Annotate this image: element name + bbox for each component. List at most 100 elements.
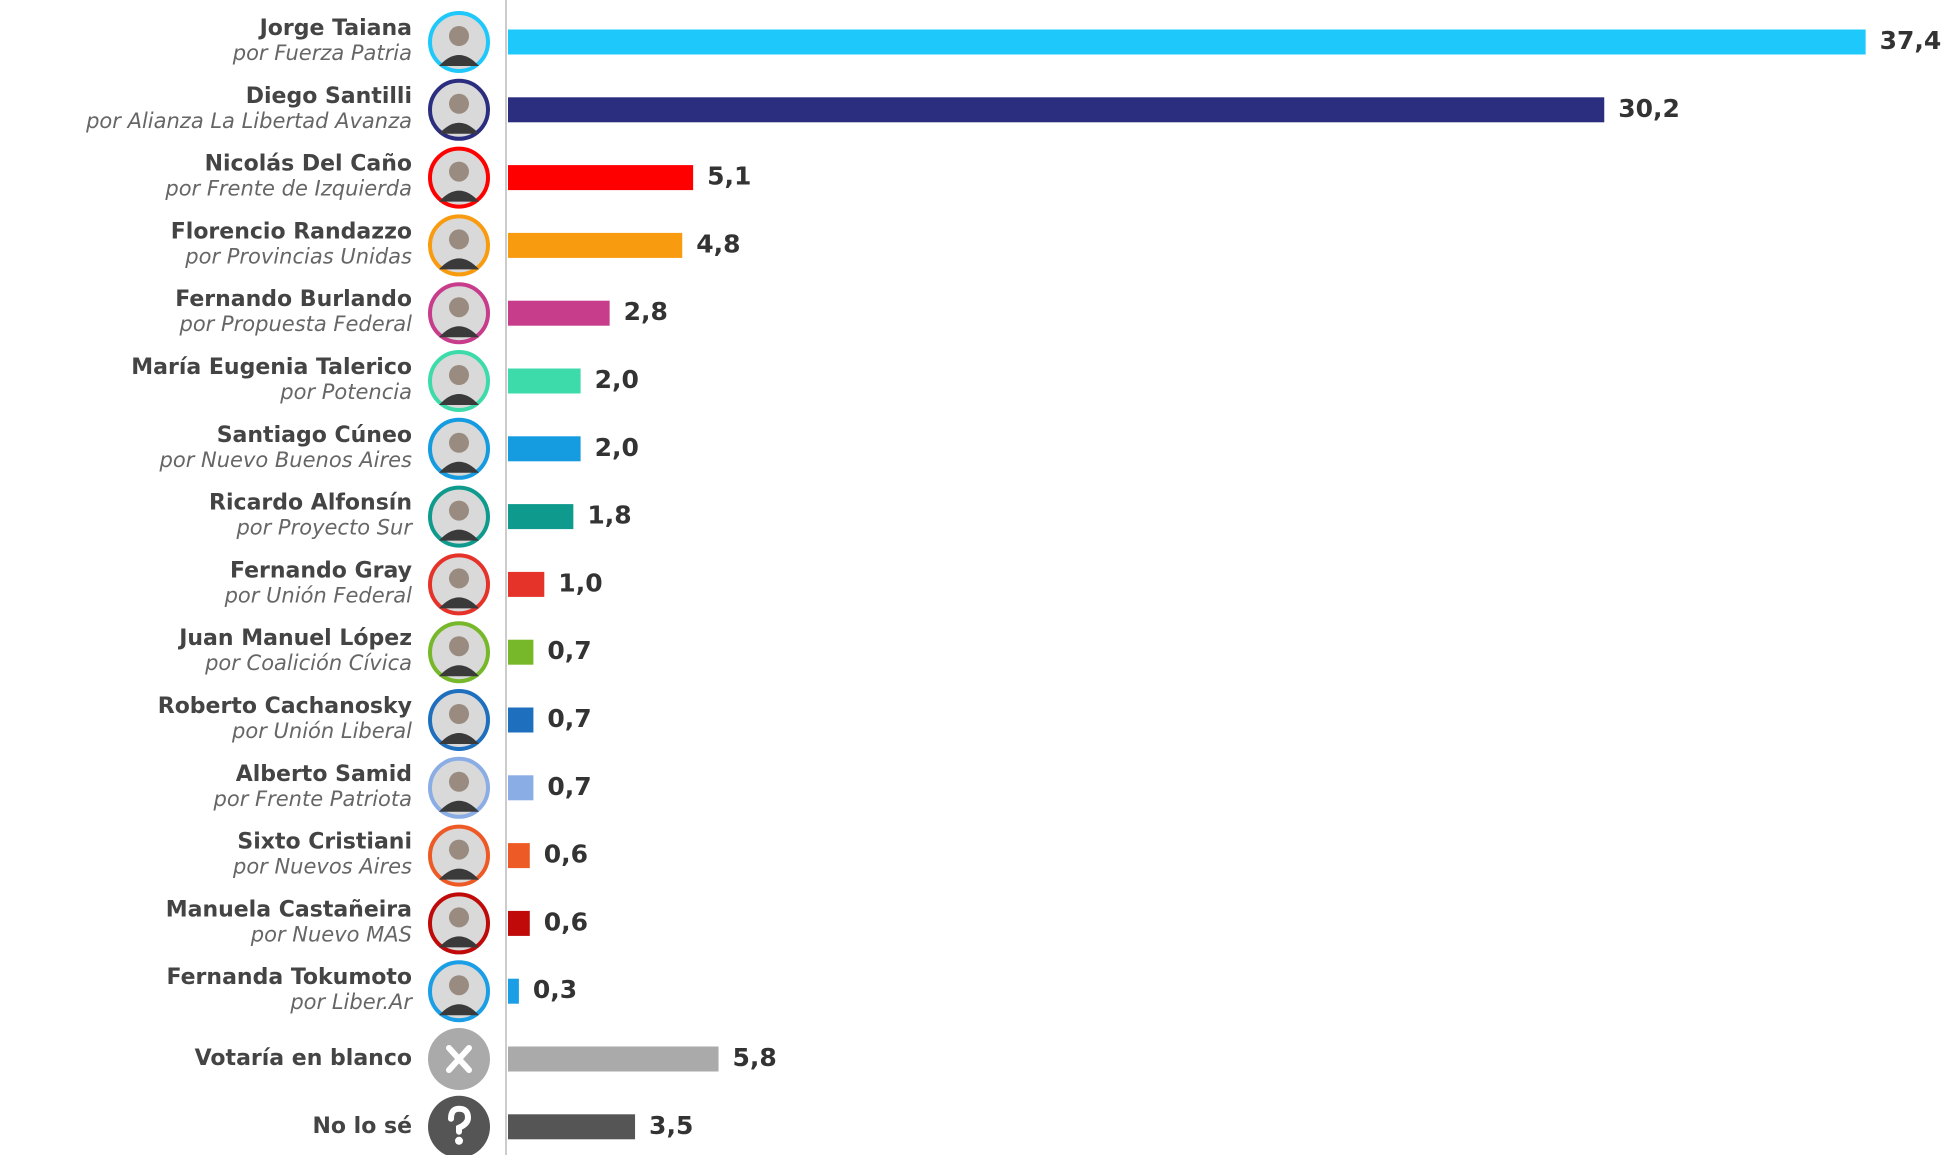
avatar-head: [449, 975, 469, 996]
value-label: 0,6: [544, 907, 588, 936]
party-name: por Nuevos Aires: [232, 855, 412, 879]
bar: [508, 571, 545, 597]
candidate-name: Sixto Cristiani: [237, 830, 412, 855]
avatar-body: [439, 597, 479, 609]
bar: [508, 300, 610, 326]
bar: [508, 368, 581, 394]
avatar-body: [439, 665, 479, 677]
value-label: 0,3: [533, 975, 577, 1004]
candidate-name: Jorge Taiana: [258, 16, 412, 41]
party-name: por Proyecto Sur: [235, 516, 413, 540]
candidate-name: Manuela Castañeira: [166, 897, 412, 922]
value-label: 2,0: [595, 365, 639, 394]
avatar-head: [449, 500, 469, 521]
bar: [508, 436, 581, 462]
avatar-body: [439, 529, 479, 541]
bar: [508, 639, 534, 665]
candidate-name: Diego Santilli: [246, 84, 412, 109]
icon-question-dot: [455, 1136, 463, 1145]
candidate-name: Florencio Randazzo: [171, 219, 412, 244]
value-label: 1,8: [587, 501, 631, 530]
candidate-name: Santiago Cúneo: [217, 423, 412, 448]
avatar-body: [439, 190, 479, 202]
bar: [508, 29, 1866, 55]
avatar-head: [449, 704, 469, 724]
avatar-head: [449, 432, 469, 453]
candidate-name: Nicolás Del Caño: [205, 152, 412, 177]
avatar-body: [439, 868, 479, 880]
party-name: por Liber.Ar: [289, 990, 413, 1014]
value-label: 1,0: [558, 568, 602, 597]
avatar-head: [449, 907, 469, 928]
avatar-head: [449, 636, 469, 657]
avatar-body: [439, 258, 479, 270]
value-label: 37,4: [1880, 26, 1942, 55]
value-label: 0,7: [547, 704, 591, 733]
value-label: 0,7: [547, 636, 591, 665]
avatar-body: [439, 461, 479, 473]
bar: [508, 775, 534, 801]
party-name: por Propuesta Federal: [179, 312, 413, 336]
avatar-head: [449, 365, 469, 385]
party-name: por Frente de Izquierda: [164, 177, 412, 201]
avatar-head: [449, 568, 469, 589]
party-name: por Potencia: [279, 380, 412, 404]
candidate-name: Juan Manuel López: [177, 626, 412, 651]
value-label: 30,2: [1618, 94, 1680, 123]
party-name: por Unión Federal: [224, 583, 413, 607]
bar: [508, 1046, 719, 1072]
value-label: 5,1: [707, 162, 751, 191]
avatar-head: [449, 161, 469, 182]
avatar-body: [439, 1004, 479, 1016]
candidate-name: Roberto Cachanosky: [158, 694, 412, 719]
avatar-head: [449, 93, 469, 114]
avatar-head: [449, 771, 469, 792]
candidate-name: No lo sé: [312, 1114, 412, 1139]
avatar-body: [439, 394, 479, 405]
bar: [508, 978, 519, 1004]
avatar-head: [449, 839, 469, 860]
party-name: por Nuevo Buenos Aires: [159, 448, 413, 472]
bar: [508, 504, 574, 530]
party-name: por Frente Patriota: [213, 787, 412, 811]
value-label: 5,8: [733, 1043, 777, 1072]
party-name: por Unión Liberal: [231, 719, 412, 743]
avatar-head: [449, 229, 469, 250]
value-label: 0,7: [547, 772, 591, 801]
candidate-name: Votaría en blanco: [195, 1046, 412, 1071]
avatar-body: [439, 800, 479, 812]
bar: [508, 165, 694, 191]
party-name: por Provincias Unidas: [184, 244, 412, 268]
avatar-head: [449, 26, 469, 46]
candidate-name: Ricardo Alfonsín: [209, 491, 412, 516]
bar: [508, 910, 530, 936]
avatar-body: [439, 326, 479, 338]
bar: [508, 843, 530, 869]
party-name: por Alianza La Libertad Avanza: [85, 109, 412, 133]
bar: [508, 232, 683, 258]
value-label: 2,0: [595, 433, 639, 462]
bar: [508, 1114, 636, 1140]
candidate-name: Fernando Gray: [230, 558, 412, 583]
value-label: 4,8: [696, 229, 740, 258]
value-label: 0,6: [544, 840, 588, 869]
candidate-name: María Eugenia Talerico: [131, 355, 412, 380]
avatar-head: [449, 297, 469, 318]
candidate-name: Fernanda Tokumoto: [167, 965, 413, 990]
candidate-name: Alberto Samid: [236, 762, 412, 787]
avatar-body: [439, 733, 479, 744]
candidate-name: Fernando Burlando: [175, 287, 412, 312]
party-name: por Fuerza Patria: [232, 41, 412, 65]
avatar-body: [439, 122, 479, 134]
value-label: 3,5: [649, 1111, 693, 1140]
avatar-body: [439, 55, 479, 66]
icon-question: [448, 1105, 472, 1135]
party-name: por Coalición Cívica: [204, 651, 412, 675]
bar: [508, 707, 534, 733]
bar: [508, 97, 1605, 123]
party-name: por Nuevo MAS: [250, 922, 412, 946]
avatar-body: [439, 936, 479, 948]
icon-x: [446, 1045, 472, 1073]
